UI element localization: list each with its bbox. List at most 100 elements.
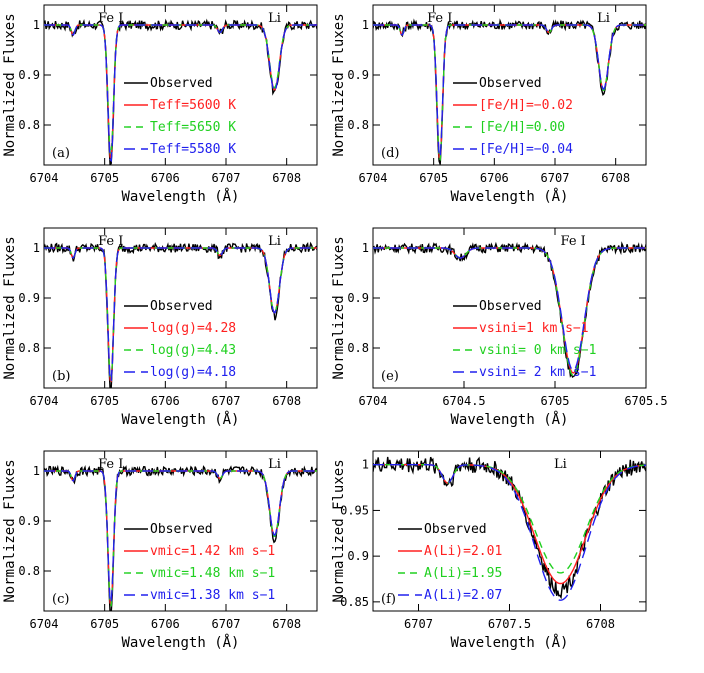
y-tick-label: 0.9 <box>347 549 369 563</box>
series-line-observed <box>373 456 646 600</box>
x-tick-label: 6707 <box>404 617 433 631</box>
series-line-model3 <box>44 247 317 383</box>
x-tick-label: 6704 <box>30 394 59 408</box>
panel-e: 6704 6704.5 6705 6705.5 0.8 0.9 1 Wavelength (Å… <box>331 227 668 428</box>
y-axis-title: Normalized Fluxes <box>331 13 347 156</box>
x-axis-title: Wavelength (Å) <box>121 634 239 651</box>
panel-d: 6704 6705 6706 6707 6708 0.8 0.9 1 Wavelength (Å… <box>331 4 647 205</box>
y-axis-title: Normalized Fluxes <box>2 13 18 156</box>
x-tick-label: 6708 <box>601 171 630 185</box>
series-line-model3 <box>373 247 646 372</box>
legend-label: vsini=1 km s−1 <box>479 321 589 336</box>
series-line-model1 <box>373 464 646 585</box>
panel-f: 6707 6707.5 6708 0.85 0.9 0.95 1 Wavelength (Å)… <box>331 450 647 651</box>
x-tick-label: 6706 <box>480 171 509 185</box>
x-tick-label: 6705.5 <box>624 394 667 408</box>
line-annotation: Li <box>597 11 610 26</box>
x-tick-label: 6705 <box>541 394 570 408</box>
x-tick-label: 6704 <box>359 394 388 408</box>
line-annotation: Li <box>268 11 281 26</box>
y-tick-label: 0.9 <box>18 68 40 82</box>
plot-frame <box>372 4 647 166</box>
legend-label: vmic=1.38 km s−1 <box>150 588 275 603</box>
panel-c: 6704 6705 6706 6707 6708 0.8 0.9 1 Wavelength (Å… <box>2 450 318 651</box>
y-tick-label: 0.95 <box>340 503 369 517</box>
y-tick-label: 0.9 <box>347 291 369 305</box>
plot-frame <box>43 450 318 612</box>
line-annotation: Fe I <box>98 457 123 472</box>
legend-label: [Fe/H]=−0.02 <box>479 98 573 113</box>
x-tick-label: 6705 <box>419 171 448 185</box>
series-line-model2 <box>373 464 646 574</box>
y-tick-label: 1 <box>362 458 369 472</box>
plot-frame <box>43 227 318 389</box>
x-tick-label: 6707.5 <box>488 617 531 631</box>
line-annotation: Fe I <box>561 234 586 249</box>
y-tick-label: 0.8 <box>347 118 369 132</box>
legend-label: vmic=1.48 km s−1 <box>150 566 275 581</box>
x-tick-label: 6706 <box>151 617 180 631</box>
y-axis-title: Normalized Fluxes <box>2 459 18 602</box>
legend-label: Observed <box>150 522 213 537</box>
y-tick-label: 0.8 <box>347 341 369 355</box>
x-tick-label: 6707 <box>212 171 241 185</box>
legend-label: Observed <box>150 299 213 314</box>
plot-frame <box>43 4 318 166</box>
x-tick-label: 6708 <box>272 394 301 408</box>
series-line-model3 <box>44 24 317 163</box>
y-tick-label: 0.9 <box>347 68 369 82</box>
x-tick-label: 6705 <box>90 394 119 408</box>
legend-label: Observed <box>479 299 542 314</box>
x-tick-label: 6708 <box>272 171 301 185</box>
x-axis-title: Wavelength (Å) <box>450 634 568 651</box>
x-tick-label: 6707 <box>212 617 241 631</box>
y-tick-label: 1 <box>33 241 40 255</box>
legend-label: Teff=5600 K <box>150 98 236 113</box>
plot-frame <box>372 227 647 389</box>
y-axis-title: Normalized Fluxes <box>2 236 18 379</box>
y-tick-label: 1 <box>33 18 40 32</box>
x-tick-label: 6708 <box>586 617 615 631</box>
y-tick-label: 0.9 <box>18 291 40 305</box>
legend-label: A(Li)=1.95 <box>424 566 502 581</box>
legend-label: A(Li)=2.01 <box>424 544 502 559</box>
x-tick-label: 6708 <box>272 617 301 631</box>
series-line-model3 <box>44 470 317 605</box>
x-tick-label: 6704 <box>30 171 59 185</box>
legend-label: [Fe/H]=−0.04 <box>479 142 573 157</box>
panel-b: 6704 6705 6706 6707 6708 0.8 0.9 1 Wavelength (Å… <box>2 227 318 428</box>
y-tick-label: 1 <box>362 18 369 32</box>
legend-label: log(g)=4.18 <box>150 365 236 380</box>
y-tick-label: 1 <box>362 241 369 255</box>
x-tick-label: 6707 <box>541 171 570 185</box>
legend-label: Observed <box>150 76 213 91</box>
line-annotation: Fe I <box>98 234 123 249</box>
x-axis-title: Wavelength (Å) <box>450 411 568 428</box>
x-axis-title: Wavelength (Å) <box>450 188 568 205</box>
line-annotation: Li <box>268 457 281 472</box>
line-annotation: Fe I <box>98 11 123 26</box>
legend-label: A(Li)=2.07 <box>424 588 502 603</box>
legend-label: log(g)=4.28 <box>150 321 236 336</box>
y-axis-title: Normalized Fluxes <box>331 236 347 379</box>
panel-label: (a) <box>52 146 70 161</box>
x-tick-label: 6705 <box>90 171 119 185</box>
legend-label: Teff=5580 K <box>150 142 236 157</box>
line-annotation: Fe I <box>427 11 452 26</box>
x-axis-title: Wavelength (Å) <box>121 411 239 428</box>
series-line-model1 <box>44 24 317 160</box>
x-tick-label: 6706 <box>151 171 180 185</box>
x-axis-title: Wavelength (Å) <box>121 188 239 205</box>
y-tick-label: 0.8 <box>18 341 40 355</box>
series-line-model3 <box>373 464 646 601</box>
panel-label: (c) <box>52 592 69 607</box>
legend-label: log(g)=4.43 <box>150 343 236 358</box>
legend-label: Teff=5650 K <box>150 120 236 135</box>
legend-label: [Fe/H]=0.00 <box>479 120 565 135</box>
line-annotation: Li <box>268 234 281 249</box>
y-axis-title: Normalized Fluxes <box>331 459 347 602</box>
panel-a: 6704 6705 6706 6707 6708 0.8 0.9 1 Wavelength (Å… <box>2 4 318 205</box>
x-tick-label: 6704 <box>30 617 59 631</box>
panel-label: (f) <box>381 592 396 607</box>
